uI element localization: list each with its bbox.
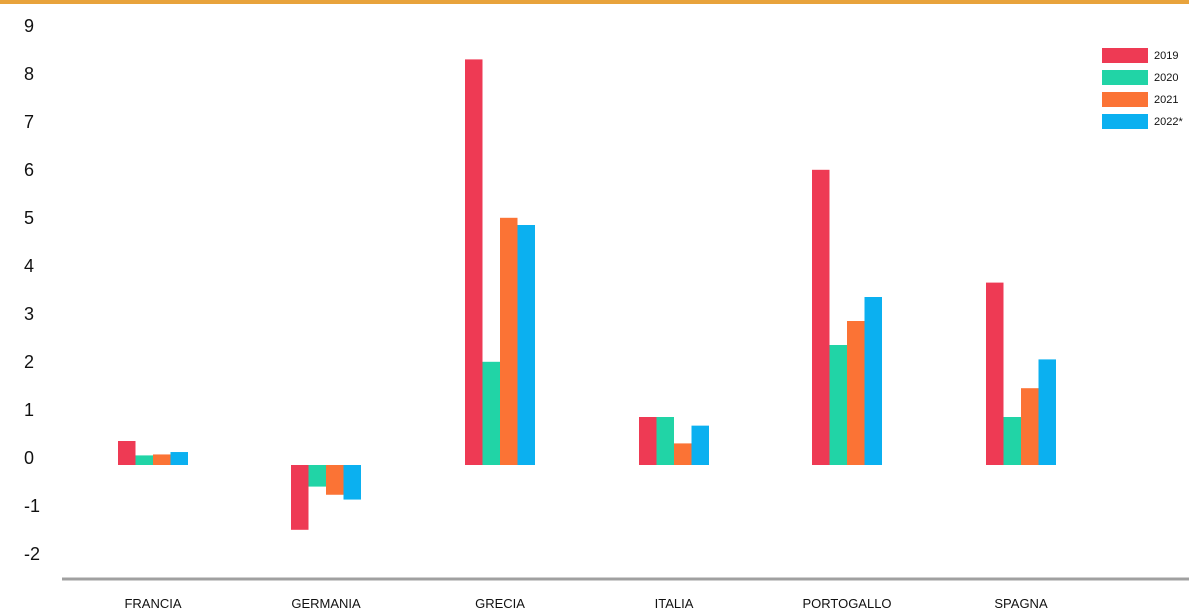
x-category-label: GRECIA [475, 596, 525, 611]
y-tick-label: 6 [24, 160, 34, 180]
bar-italia-2022 [691, 425, 709, 465]
y-tick-label: 0 [24, 448, 34, 468]
x-category-label: ITALIA [655, 596, 694, 611]
y-tick-label: 1 [24, 400, 34, 420]
bar-francia-2020 [135, 455, 153, 465]
y-tick-label: 3 [24, 304, 34, 324]
bar-italia-2019 [639, 417, 657, 465]
legend-swatch [1102, 70, 1148, 85]
bar-grecia-2021 [500, 217, 518, 465]
top-rule [0, 0, 1189, 4]
y-tick-label: 9 [24, 16, 34, 36]
bars [118, 59, 1056, 530]
bar-spagna-2019 [986, 282, 1004, 465]
bar-spagna-2021 [1021, 388, 1039, 465]
bar-grecia-2022 [517, 225, 535, 465]
y-tick-label: -1 [24, 496, 40, 516]
bar-germania-2021 [326, 465, 344, 495]
bar-francia-2019 [118, 441, 136, 465]
legend-label: 2022* [1154, 116, 1183, 128]
y-tick-label: 8 [24, 64, 34, 84]
bar-francia-2021 [153, 454, 171, 465]
y-tick-label: 2 [24, 352, 34, 372]
bar-spagna-2020 [1003, 417, 1021, 465]
legend: 2019 2020 2021 2022* [1102, 48, 1183, 129]
x-category-label: PORTOGALLO [802, 596, 891, 611]
y-tick-label: 4 [24, 256, 34, 276]
bar-portogallo-2019 [812, 169, 830, 466]
bar-grecia-2019 [465, 59, 483, 466]
bar-portogallo-2022 [864, 297, 882, 465]
bar-germania-2022 [343, 465, 361, 500]
bar-francia-2022 [170, 452, 188, 465]
legend-swatch [1102, 48, 1148, 63]
legend-swatch [1102, 92, 1148, 107]
x-category-label: SPAGNA [994, 596, 1048, 611]
bar-portogallo-2021 [847, 321, 865, 465]
bar-portogallo-2020 [829, 345, 847, 465]
bar-grecia-2020 [482, 361, 500, 465]
bar-italia-2021 [674, 443, 692, 465]
legend-label: 2021 [1154, 94, 1178, 106]
y-tick-label: -2 [24, 544, 40, 564]
x-category-label: FRANCIA [124, 596, 181, 611]
y-tick-label: 5 [24, 208, 34, 228]
bar-germania-2020 [308, 465, 326, 487]
bar-spagna-2022 [1038, 359, 1056, 465]
legend-swatch [1102, 114, 1148, 129]
bar-italia-2020 [656, 417, 674, 465]
y-axis-ticks: 9 8 7 6 5 4 3 2 1 0 -1 -2 [24, 16, 40, 564]
x-axis-categories: FRANCIA GERMANIA GRECIA ITALIA PORTOGALLO SPA… [124, 596, 1047, 611]
bar-germania-2019 [291, 465, 309, 530]
y-tick-label: 7 [24, 112, 34, 132]
legend-label: 2020 [1154, 72, 1178, 84]
legend-label: 2019 [1154, 50, 1178, 62]
x-category-label: GERMANIA [291, 596, 361, 611]
